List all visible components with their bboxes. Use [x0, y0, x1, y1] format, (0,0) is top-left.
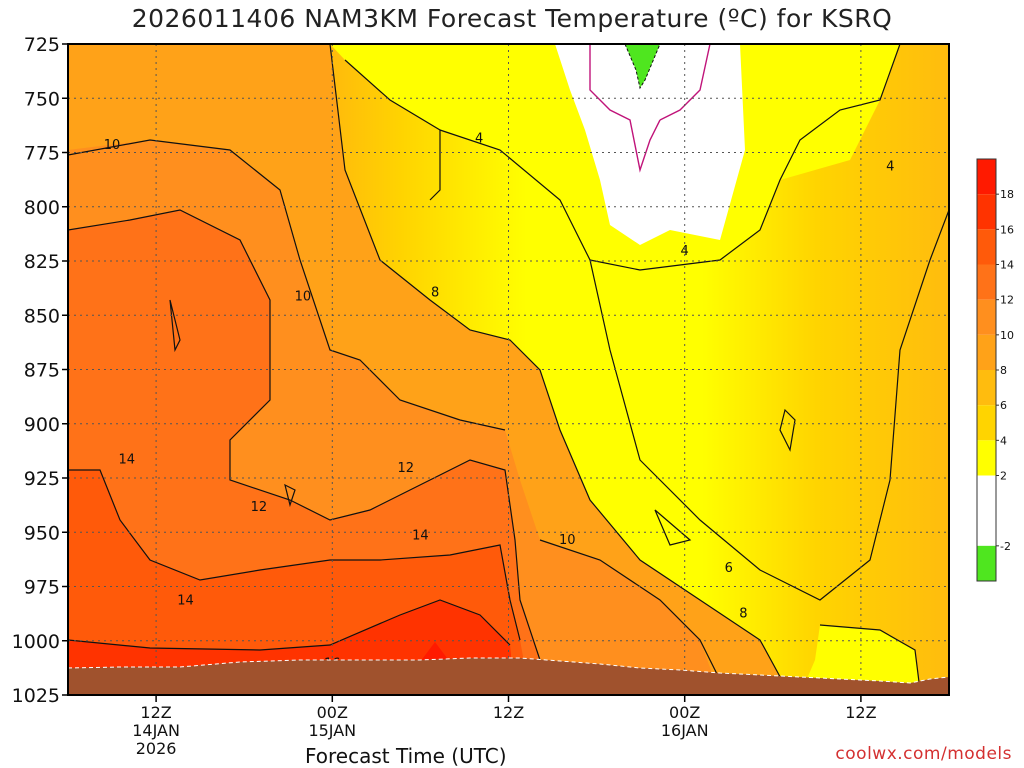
colorbar-label: 4: [1000, 434, 1007, 447]
ground-edge: [68, 657, 949, 684]
contour-small-1: [169, 299, 181, 353]
colorbar-bin: [977, 229, 996, 265]
colorbar-bin: [977, 440, 996, 476]
contour-label: 14: [118, 452, 135, 467]
contour-label: 10: [104, 138, 121, 153]
contour-12: [68, 209, 541, 661]
freezing-contour-right: [659, 44, 711, 121]
contour-label: 12: [251, 500, 268, 515]
colorbar-bin: [977, 159, 996, 195]
contour-label: 14: [412, 528, 429, 543]
contour-label: 4: [681, 244, 689, 259]
x-tick-label: 00Z: [317, 703, 348, 722]
x-axis-label: Forecast Time (UTC): [305, 744, 507, 768]
band-0-2: [555, 44, 745, 245]
colorbar-bin: [977, 475, 996, 546]
band-bottom-right-yellow: [800, 625, 920, 695]
contour-bottom-right: [819, 624, 921, 691]
contour-lines: [68, 44, 949, 695]
y-tick-label: 1000: [12, 631, 60, 653]
colorbar-bin: [977, 264, 996, 300]
contour-4-right: [589, 44, 901, 271]
contour-10-lower: [539, 539, 721, 681]
contour-8: [329, 44, 791, 695]
x-tick-label: 2026: [136, 739, 177, 758]
contour-small-2: [779, 408, 796, 452]
colorbar-bin: [977, 405, 996, 441]
y-tick-label: 750: [24, 88, 60, 110]
band-neg2-0: [625, 44, 660, 88]
contour-label: 12: [397, 461, 414, 476]
contour-label: 14: [177, 594, 194, 609]
colorbar-bin: [977, 370, 996, 406]
x-tick-label: 12Z: [845, 703, 876, 722]
contour-4-left: [344, 59, 441, 201]
x-tick-label: 14JAN: [132, 721, 180, 740]
colorbar-label: 2: [1000, 470, 1007, 483]
x-tick-label: 12Z: [493, 703, 524, 722]
colorbar-bin: [977, 334, 996, 370]
contour-label: 8: [431, 285, 439, 300]
y-axis: 725 750 775 800 825 850 875 900 925 950 975 1000 102…: [12, 34, 68, 707]
y-tick-label: 900: [24, 414, 60, 436]
colorbar-label: 6: [1000, 399, 1007, 412]
contour-label: 10: [559, 533, 576, 548]
band-18-20: [420, 642, 450, 662]
y-tick-label: 825: [24, 251, 60, 273]
contour-16: [68, 599, 511, 651]
contour-label: 4: [886, 160, 894, 175]
contour-label: 8: [739, 607, 747, 622]
grid: [68, 44, 949, 695]
colorbar-label: -2: [1000, 540, 1011, 553]
y-tick-label: 925: [24, 468, 60, 490]
contour-label: 6: [725, 561, 733, 576]
contour-small-4: [654, 509, 692, 546]
colorbar-label: 10: [1000, 329, 1014, 342]
contour-10-upper: [68, 139, 506, 431]
y-tick-label: 725: [24, 34, 60, 56]
y-tick-label: 775: [24, 143, 60, 165]
y-tick-label: 875: [24, 360, 60, 382]
colorbar-label: 16: [1000, 223, 1014, 236]
colorbar-bin: [977, 299, 996, 335]
contour-label: 10: [295, 290, 312, 305]
colorbar-label: 12: [1000, 294, 1014, 307]
x-tick-label: 15JAN: [308, 721, 356, 740]
x-tick-label: 12Z: [140, 703, 171, 722]
freezing-contours: [589, 44, 711, 173]
colorbar-bin: [977, 194, 996, 230]
y-tick-label: 1025: [12, 685, 60, 707]
contour-14: [68, 469, 521, 641]
plot-area: 410448101412121410614816: [68, 44, 949, 695]
contour-label: 4: [475, 131, 483, 146]
chart-title: 2026011406 NAM3KM Forecast Temperature (…: [131, 4, 893, 33]
ground: [68, 658, 949, 695]
colorbar: 18 16 14 12 10 8 6 4 2 -2: [976, 158, 1014, 582]
contour-small-3: [284, 483, 296, 508]
contour-labels: 410448101412121410614816: [104, 131, 895, 671]
y-tick-label: 800: [24, 197, 60, 219]
colorbar-label: 14: [1000, 259, 1014, 272]
freezing-contour-left: [589, 44, 661, 173]
colorbar-bin: [977, 545, 996, 581]
x-tick-label: 00Z: [669, 703, 700, 722]
green-dashed-contour: [624, 44, 661, 90]
y-tick-label: 975: [24, 577, 60, 599]
y-tick-label: 950: [24, 522, 60, 544]
neg2-contour: [624, 44, 661, 90]
y-tick-label: 850: [24, 305, 60, 327]
colorbar-label: 18: [1000, 188, 1014, 201]
x-tick-label: 16JAN: [661, 721, 709, 740]
contour-6: [439, 129, 949, 601]
colorbar-label: 8: [1000, 364, 1007, 377]
credit-text: coolwx.com/models: [835, 744, 1012, 764]
